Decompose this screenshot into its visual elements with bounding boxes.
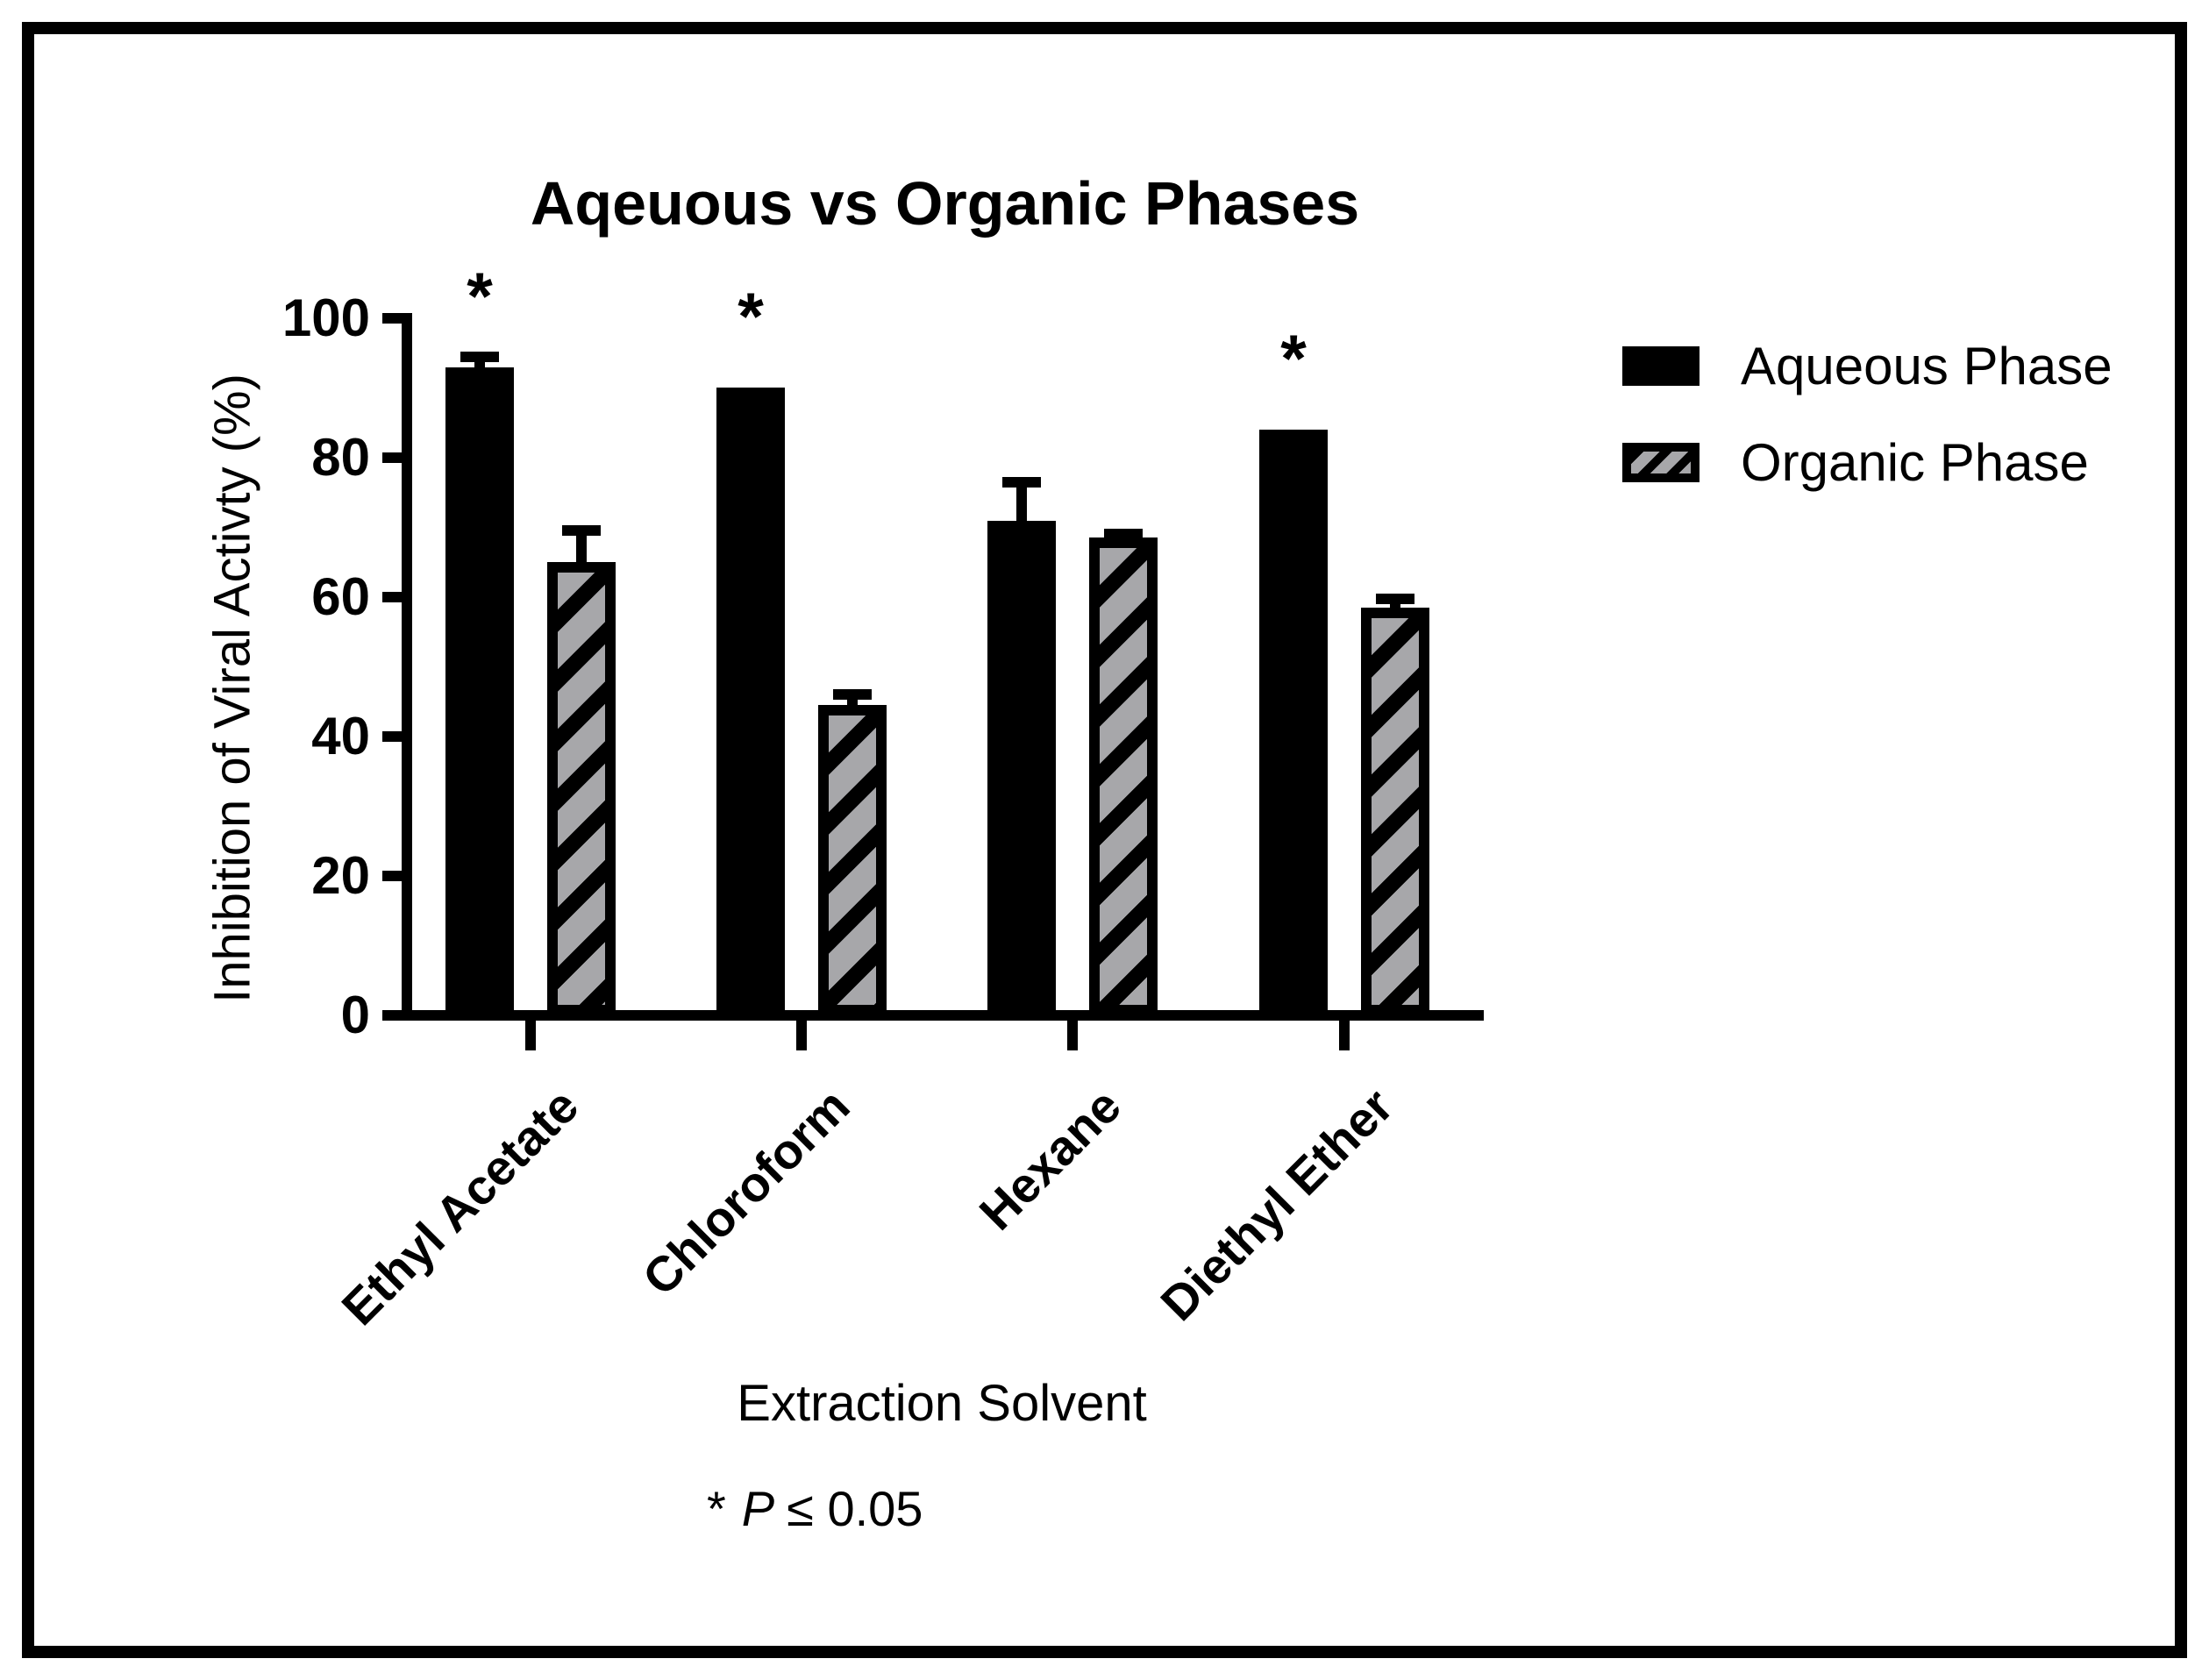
y-axis-tick-label-20: 20 — [311, 846, 370, 905]
x-axis-tick-chloroform — [796, 1021, 807, 1050]
y-axis-tick-60 — [382, 592, 412, 602]
significance-star-ethyl-acetate: * — [467, 260, 493, 334]
legend-label-aqueous-phase: Aqueous Phase — [1741, 336, 2113, 395]
x-category-label-hexane: Hexane — [968, 1078, 1131, 1241]
y-axis-tick-80 — [382, 452, 412, 463]
y-axis-tick-40 — [382, 731, 412, 742]
y-axis-tick-20 — [382, 871, 412, 881]
legend-item-organic-phase: Organic Phase — [1622, 433, 2113, 492]
x-axis-tick-diethyl-ether — [1339, 1021, 1350, 1050]
y-axis-tick-label-80: 80 — [311, 428, 370, 487]
y-axis-tick-label-0: 0 — [340, 986, 370, 1044]
figure-border — [22, 22, 2187, 1658]
x-category-label-diethyl-ether: Diethyl Ether — [1149, 1078, 1403, 1331]
error-bar-cap-ethyl-acetate-organic-phase — [562, 525, 601, 536]
error-bar-hexane-aqueous-phase — [1016, 482, 1027, 524]
footnote-comparison: ≤ 0.05 — [787, 1481, 923, 1536]
error-bar-cap-ethyl-acetate-aqueous-phase — [460, 352, 499, 362]
x-axis-tick-ethyl-acetate — [525, 1021, 536, 1050]
error-bar-ethyl-acetate-organic-phase — [576, 530, 587, 566]
y-axis-line — [402, 313, 412, 1021]
x-axis-tick-hexane — [1067, 1021, 1078, 1050]
x-category-label-chloroform: Chloroform — [631, 1078, 860, 1306]
bar-diethyl-ether-organic-phase — [1361, 608, 1429, 1015]
legend-label-organic-phase: Organic Phase — [1741, 432, 2089, 492]
legend-swatch-solid-icon — [1622, 345, 1700, 386]
bar-ethyl-acetate-organic-phase — [547, 562, 616, 1015]
bar-hexane-aqueous-phase — [987, 521, 1056, 1015]
y-axis-tick-label-100: 100 — [281, 288, 370, 347]
error-bar-cap-chloroform-organic-phase — [833, 689, 872, 700]
bar-ethyl-acetate-aqueous-phase — [445, 367, 514, 1015]
legend-swatch-hatched-icon — [1622, 442, 1700, 482]
y-axis-tick-label-60: 60 — [311, 567, 370, 626]
chart-title: Aqeuous vs Organic Phases — [530, 169, 1360, 238]
footnote-p-symbol: P — [741, 1481, 775, 1536]
significance-footnote: * P ≤ 0.05 — [707, 1480, 923, 1537]
y-axis-tick-label-40: 40 — [311, 707, 370, 765]
y-axis-tick-0 — [382, 1010, 412, 1021]
significance-star-chloroform: * — [738, 280, 764, 354]
bar-diethyl-ether-aqueous-phase — [1259, 430, 1328, 1015]
legend: Aqueous Phase Organic Phase — [1622, 337, 2113, 537]
significance-star-diethyl-ether: * — [1280, 322, 1307, 396]
error-bar-cap-hexane-organic-phase — [1104, 529, 1143, 539]
bar-hexane-organic-phase — [1089, 537, 1158, 1015]
y-axis-tick-100 — [382, 313, 412, 324]
error-bar-cap-hexane-aqueous-phase — [1002, 477, 1041, 488]
bar-chloroform-organic-phase — [818, 705, 887, 1015]
x-category-label-ethyl-acetate: Ethyl Acetate — [331, 1078, 589, 1336]
x-axis-line — [383, 1010, 1484, 1021]
error-bar-cap-diethyl-ether-organic-phase — [1376, 594, 1414, 604]
footnote-marker: * — [707, 1481, 726, 1536]
x-axis-title: Extraction Solvent — [737, 1375, 1147, 1432]
legend-item-aqueous-phase: Aqueous Phase — [1622, 337, 2113, 395]
bar-chloroform-aqueous-phase — [716, 388, 785, 1015]
